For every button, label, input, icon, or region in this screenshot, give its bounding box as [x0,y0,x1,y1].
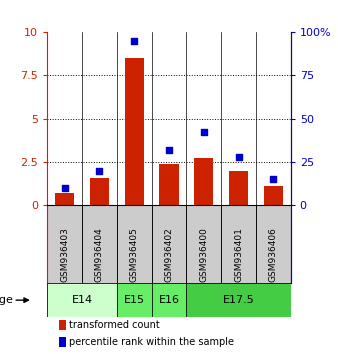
Text: GSM936402: GSM936402 [165,227,173,282]
Text: E15: E15 [124,295,145,305]
Bar [55,193,74,205]
Bar [194,159,213,205]
Bar [152,205,186,284]
Text: GSM936401: GSM936401 [234,227,243,282]
Text: age: age [0,295,13,305]
Bar [229,171,248,205]
Bar [186,284,291,317]
Bar [47,284,117,317]
Point [166,147,172,153]
Point [271,177,276,182]
Bar [152,284,186,317]
Bar [59,337,66,347]
Point [236,154,241,160]
Point [62,185,67,191]
Text: GSM936405: GSM936405 [130,227,139,282]
Bar [125,58,144,205]
Bar [117,205,152,284]
Bar [256,205,291,284]
Text: GSM936406: GSM936406 [269,227,278,282]
Bar [90,178,109,205]
Text: GSM936403: GSM936403 [60,227,69,282]
Bar [82,205,117,284]
Text: E14: E14 [72,295,93,305]
Bar [221,205,256,284]
Text: percentile rank within the sample: percentile rank within the sample [69,337,234,347]
Point [131,38,137,44]
Text: E17.5: E17.5 [223,295,255,305]
Bar [59,320,66,330]
Text: E16: E16 [159,295,179,305]
Text: GSM936404: GSM936404 [95,227,104,282]
Text: GSM936400: GSM936400 [199,227,208,282]
Bar [160,164,178,205]
Point [201,130,207,135]
Bar [47,205,82,284]
Bar [117,284,152,317]
Text: transformed count: transformed count [69,320,160,330]
Point [97,168,102,173]
Bar [186,205,221,284]
Bar [264,186,283,205]
